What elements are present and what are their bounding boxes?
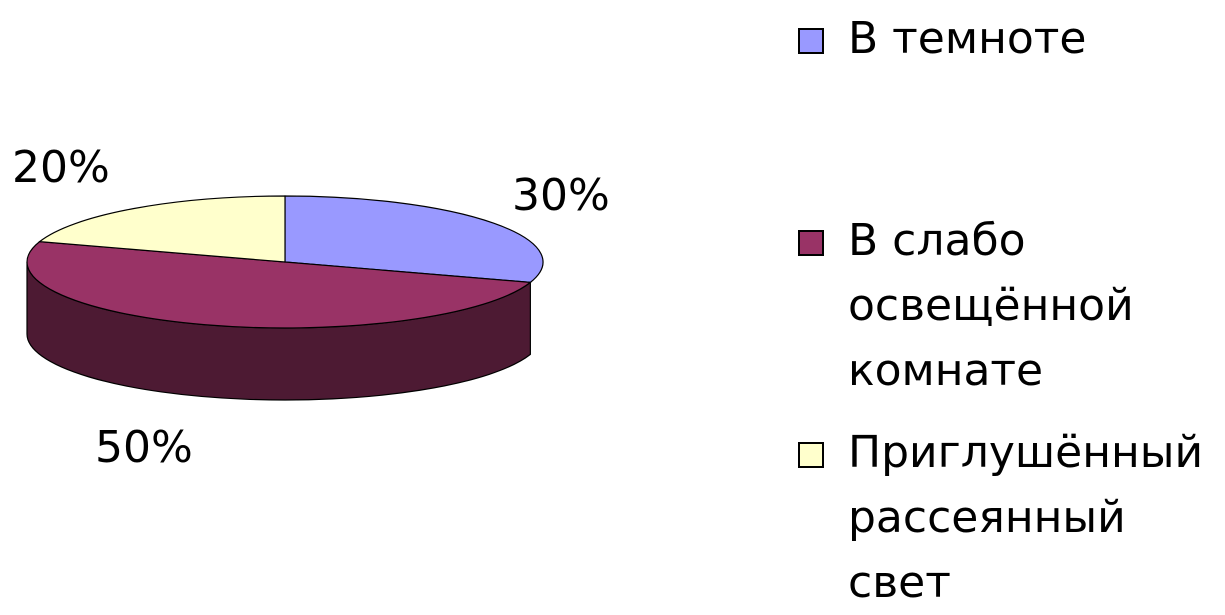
legend-entry: Приглушённый рассеянный свет <box>798 420 1220 615</box>
legend-swatch <box>798 230 824 256</box>
legend-label: В слабо освещённой комнате <box>848 215 1134 396</box>
value-label: 30% <box>512 170 610 221</box>
slice <box>38 195 286 263</box>
slice <box>284 195 544 284</box>
value-label: 20% <box>12 142 110 193</box>
legend-entry: В темноте <box>798 6 1220 71</box>
legend-label: Приглушённый рассеянный свет <box>848 427 1204 608</box>
value-label: 50% <box>95 422 193 473</box>
legend-swatch <box>798 442 824 468</box>
legend-label: В темноте <box>848 13 1087 64</box>
chart: 30% 50% 20% <box>12 142 610 473</box>
slice <box>26 240 532 329</box>
legend-entry: В слабо освещённой комнате <box>798 208 1220 403</box>
legend-swatch <box>798 28 824 54</box>
